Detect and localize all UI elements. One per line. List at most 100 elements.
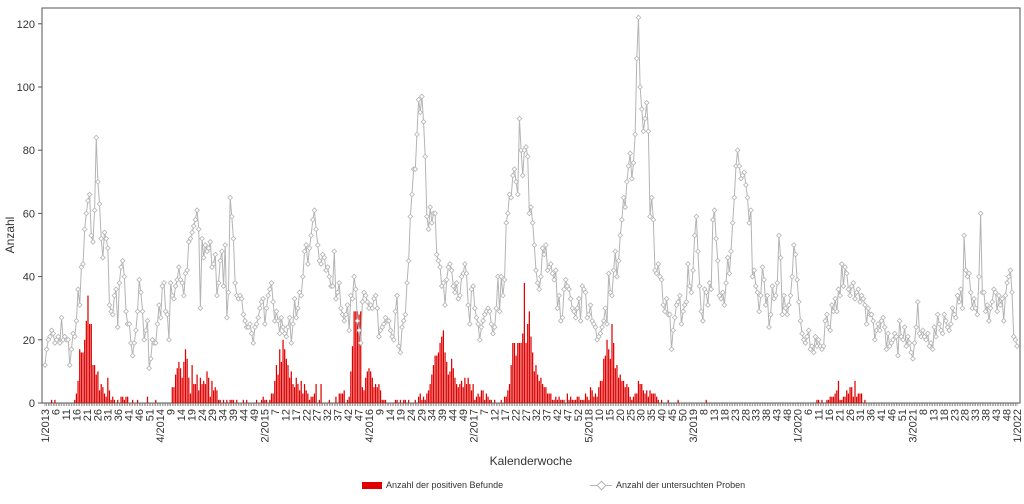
line-point bbox=[227, 194, 234, 201]
bar bbox=[236, 399, 238, 403]
line-point bbox=[972, 305, 979, 312]
bar bbox=[490, 399, 492, 403]
line-point bbox=[804, 333, 810, 340]
line-point bbox=[223, 314, 230, 321]
bar bbox=[654, 393, 656, 403]
line-point bbox=[195, 226, 202, 233]
x-tick-label: 35 bbox=[646, 409, 658, 421]
line-point bbox=[676, 292, 683, 299]
line-point bbox=[696, 283, 703, 289]
bar bbox=[568, 399, 570, 403]
line-point bbox=[526, 210, 533, 217]
bar bbox=[100, 384, 102, 403]
line-point bbox=[314, 242, 321, 248]
x-tick-label: 31 bbox=[103, 409, 115, 421]
bar bbox=[376, 387, 378, 403]
line-point bbox=[462, 261, 468, 267]
bar bbox=[622, 380, 625, 403]
line-point bbox=[503, 220, 510, 226]
x-tick-label: 49 bbox=[249, 409, 261, 421]
x-tick-label: 9 bbox=[374, 409, 386, 415]
bar bbox=[285, 358, 287, 403]
line-point bbox=[268, 280, 275, 286]
line-point bbox=[724, 254, 731, 261]
line-point bbox=[478, 324, 485, 331]
x-tick-label: 15 bbox=[604, 409, 616, 421]
line-point bbox=[381, 321, 387, 327]
x-tick-label: 2/2015 bbox=[259, 409, 271, 443]
line-point bbox=[757, 292, 764, 299]
line-point bbox=[754, 289, 761, 296]
line-point bbox=[210, 261, 217, 267]
line-point bbox=[457, 292, 463, 299]
line-point bbox=[690, 267, 696, 274]
bar bbox=[570, 396, 572, 403]
line-point bbox=[792, 251, 799, 258]
x-tick-label: 47 bbox=[354, 409, 366, 421]
line-point bbox=[85, 197, 91, 204]
line-point bbox=[539, 245, 546, 252]
x-tick-label: 13 bbox=[709, 409, 721, 421]
x-tick-label: 33 bbox=[751, 409, 763, 421]
line-point bbox=[971, 295, 977, 302]
bar bbox=[846, 390, 848, 403]
line-point bbox=[99, 254, 106, 261]
bar bbox=[579, 399, 582, 403]
line-point bbox=[450, 283, 457, 289]
bar bbox=[186, 358, 188, 403]
bar bbox=[93, 365, 96, 403]
bar bbox=[487, 396, 489, 403]
line-point bbox=[895, 352, 901, 359]
bar bbox=[270, 393, 273, 403]
line-point bbox=[752, 283, 759, 289]
line-point bbox=[671, 314, 678, 321]
bar bbox=[839, 399, 841, 403]
bar bbox=[201, 384, 203, 403]
line-point bbox=[308, 232, 315, 239]
bar bbox=[609, 358, 611, 403]
x-tick-label: 4/2016 bbox=[364, 409, 376, 443]
line-point bbox=[240, 311, 247, 318]
line-point bbox=[668, 346, 675, 353]
line-point bbox=[911, 340, 918, 346]
legend-label-bar: Anzahl der positiven Befunde bbox=[386, 480, 504, 490]
bar bbox=[446, 361, 448, 403]
bar bbox=[507, 390, 509, 403]
bar bbox=[821, 399, 823, 403]
x-tick-label: 43 bbox=[772, 409, 784, 421]
bar bbox=[371, 377, 373, 403]
line-point bbox=[632, 131, 639, 138]
line-point bbox=[721, 302, 728, 308]
line-point bbox=[516, 115, 523, 122]
line-point bbox=[774, 280, 781, 286]
x-tick-label: 22 bbox=[301, 409, 313, 421]
line-point bbox=[645, 128, 652, 135]
x-tick-label: 36 bbox=[113, 409, 125, 421]
bar bbox=[90, 324, 92, 403]
line-point bbox=[514, 191, 521, 198]
line-point bbox=[212, 251, 219, 258]
bar bbox=[586, 396, 588, 403]
line-point bbox=[293, 314, 300, 321]
line-point bbox=[405, 257, 412, 264]
bar bbox=[355, 311, 357, 403]
x-tick-label: 48 bbox=[782, 409, 794, 421]
bar bbox=[295, 377, 297, 403]
bar bbox=[269, 399, 271, 403]
line-point bbox=[761, 276, 767, 283]
x-tick-label: 37 bbox=[333, 409, 345, 421]
bar bbox=[302, 393, 304, 403]
line-point bbox=[734, 147, 741, 154]
bar bbox=[859, 393, 861, 403]
x-tick-label: 42 bbox=[552, 409, 564, 421]
line-point bbox=[435, 257, 442, 264]
line-point bbox=[86, 191, 93, 198]
bar bbox=[343, 390, 345, 403]
line-point bbox=[263, 305, 270, 312]
x-tick-label: 25 bbox=[625, 409, 637, 421]
bar bbox=[112, 396, 114, 403]
bar bbox=[242, 399, 244, 403]
x-tick-label: 30 bbox=[636, 409, 648, 421]
line-point bbox=[772, 292, 779, 299]
line-point bbox=[840, 283, 847, 289]
